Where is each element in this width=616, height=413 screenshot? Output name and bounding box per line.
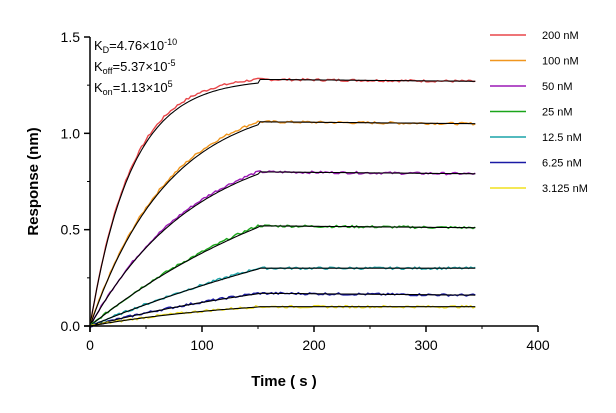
fit-line-3: [90, 226, 475, 326]
y-axis-title: Response (nm): [25, 127, 42, 235]
param-kd: KD=4.76×10-10: [94, 37, 177, 55]
x-tick-label-2: 200: [302, 337, 326, 353]
series-line-6: [90, 306, 475, 326]
fit-line-6: [90, 307, 475, 326]
fit-line-5: [90, 293, 475, 326]
legend-label-4: 12.5 nM: [542, 132, 582, 144]
axes-group: 0 100 200 300 400 0.0 0.5 1.0 1.5 Time ( s ) Respo…: [25, 29, 550, 390]
param-koff: Koff=5.37×10-5: [94, 58, 175, 76]
fit-line-0: [90, 79, 475, 326]
y-tick-label-0: 0.0: [61, 318, 81, 334]
series-line-5: [90, 292, 475, 327]
legend: 200 nM 100 nM 50 nM 25 nM 12.5 nM 6.25 nM 3.12…: [490, 30, 588, 195]
legend-label-2: 50 nM: [542, 81, 573, 93]
x-tick-label-3: 300: [414, 337, 438, 353]
param-kon: Kon=1.13×105: [94, 79, 173, 97]
x-tick-label-4: 400: [526, 337, 550, 353]
y-tick-label-1: 0.5: [61, 222, 81, 238]
x-tick-label-0: 0: [86, 337, 94, 353]
series-line-3: [90, 225, 475, 325]
y-tick-label-3: 1.5: [61, 29, 81, 45]
series-group: [90, 78, 475, 327]
series-line-2: [90, 171, 475, 326]
x-axis-title: Time ( s ): [251, 373, 317, 390]
y-tick-label-2: 1.0: [61, 125, 81, 141]
legend-label-3: 25 nM: [542, 107, 573, 119]
kinetic-parameters: KD=4.76×10-10 Koff=5.37×10-5 Kon=1.13×105: [94, 37, 177, 97]
x-tick-label-1: 100: [190, 337, 214, 353]
fit-line-2: [90, 172, 475, 326]
legend-label-0: 200 nM: [542, 30, 579, 42]
series-line-0: [90, 78, 475, 326]
legend-label-5: 6.25 nM: [542, 158, 582, 170]
series-line-4: [90, 267, 475, 325]
legend-label-6: 3.125 nM: [542, 183, 588, 195]
legend-label-1: 100 nM: [542, 56, 579, 68]
